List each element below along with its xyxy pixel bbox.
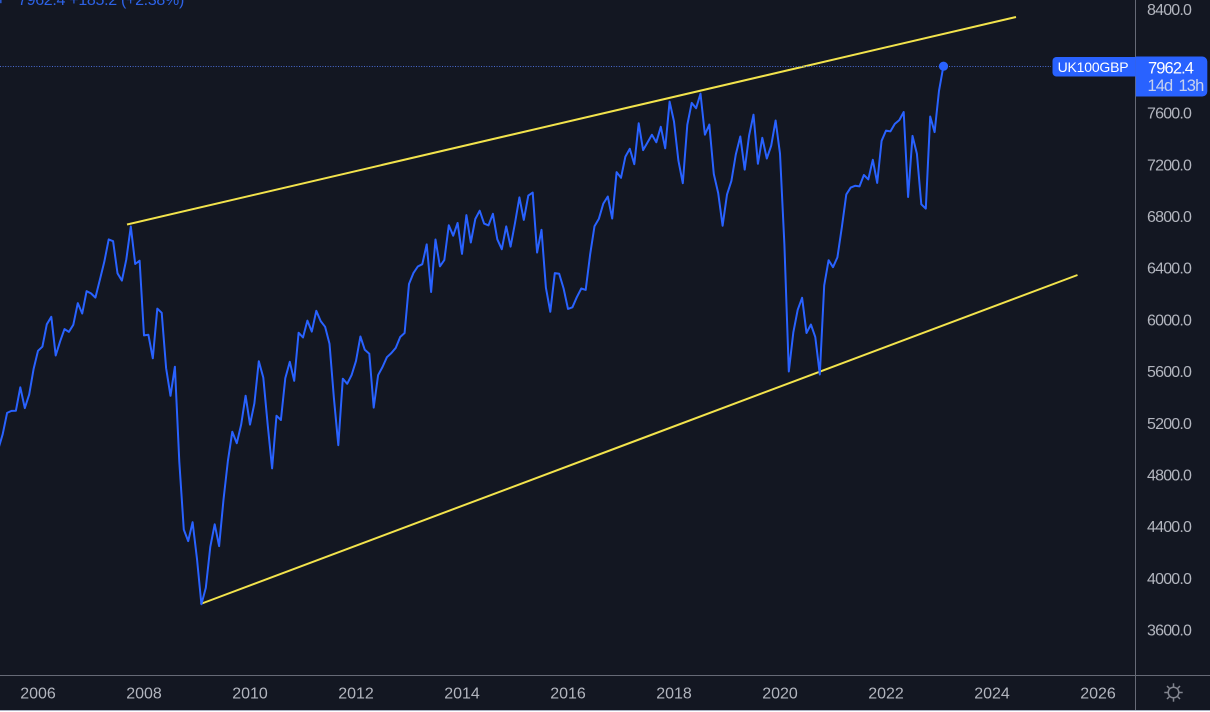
svg-text:6800.0: 6800.0 [1147, 209, 1192, 226]
svg-text:5600.0: 5600.0 [1147, 364, 1192, 381]
svg-text:2006: 2006 [20, 686, 56, 703]
svg-text:7200.0: 7200.0 [1147, 157, 1192, 174]
svg-text:UK100GBP: UK100GBP [1058, 59, 1129, 75]
svg-text:4800.0: 4800.0 [1147, 468, 1192, 485]
svg-text:2018: 2018 [656, 686, 692, 703]
svg-text:2020: 2020 [762, 686, 798, 703]
svg-text:7962.4 +185.2 (+2.38%): 7962.4 +185.2 (+2.38%) [18, 0, 184, 9]
svg-text:2014: 2014 [444, 686, 480, 703]
svg-text:2022: 2022 [868, 686, 904, 703]
svg-text:2024: 2024 [974, 686, 1010, 703]
svg-text:2026: 2026 [1080, 686, 1116, 703]
svg-text:6000.0: 6000.0 [1147, 312, 1192, 329]
svg-text:14d 13h: 14d 13h [1148, 77, 1205, 95]
svg-text:4000.0: 4000.0 [1147, 571, 1192, 588]
svg-text:3600.0: 3600.0 [1147, 623, 1192, 640]
svg-text:2010: 2010 [232, 686, 268, 703]
svg-text:7962.4: 7962.4 [1148, 59, 1194, 77]
svg-text:6400.0: 6400.0 [1147, 261, 1192, 278]
svg-text:7600.0: 7600.0 [1147, 106, 1192, 123]
svg-text:4400.0: 4400.0 [1147, 519, 1192, 536]
svg-text:2016: 2016 [550, 686, 586, 703]
svg-text:5200.0: 5200.0 [1147, 416, 1192, 433]
svg-text:8400.0: 8400.0 [1147, 2, 1192, 19]
svg-text:2008: 2008 [126, 686, 162, 703]
svg-text:2012: 2012 [338, 686, 374, 703]
